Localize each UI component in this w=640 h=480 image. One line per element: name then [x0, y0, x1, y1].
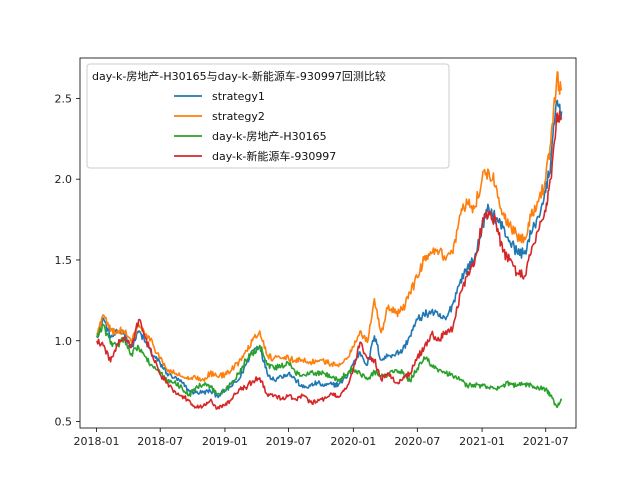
y-tick-label: 0.5: [55, 416, 73, 429]
x-tick-label: 2021-01: [459, 435, 505, 448]
x-tick-label: 2020-01: [330, 435, 376, 448]
x-tick-label: 2018-01: [74, 435, 120, 448]
series-line-1: [96, 99, 563, 399]
legend-label: strategy1: [212, 90, 265, 103]
legend-entries: strategy1 strategy2 day-k-房地产-H30165 day-k-…: [174, 90, 336, 163]
x-tick-label: 2018-07: [137, 435, 183, 448]
y-tick-label: 2.0: [55, 173, 73, 186]
legend-label: day-k-新能源车-930997: [212, 149, 336, 163]
x-axis: 2018-01 2018-07 2019-01 2019-07 2020-01 2020-…: [74, 428, 569, 448]
y-axis: 0.5 1.0 1.5 2.0 2.5: [55, 92, 80, 429]
plot-frame: [79, 57, 577, 429]
x-tick-label: 2020-07: [394, 435, 440, 448]
legend: day-k-房地产-H30165与day-k-新能源车-930997回测比较 s…: [86, 63, 450, 169]
series-line-4: [96, 110, 563, 410]
series-line-3: [96, 323, 563, 408]
series-lines: [96, 71, 563, 410]
legend-label: strategy2: [212, 110, 265, 123]
legend-label: day-k-房地产-H30165: [212, 129, 327, 143]
x-tick-label: 2019-01: [202, 435, 248, 448]
legend-title: day-k-房地产-H30165与day-k-新能源车-930997回测比较: [92, 69, 386, 83]
y-tick-label: 2.5: [55, 92, 73, 105]
y-tick-label: 1.5: [55, 254, 73, 267]
legend-box: [86, 63, 450, 169]
x-tick-label: 2021-07: [523, 435, 569, 448]
series-line-2: [96, 71, 563, 382]
x-tick-label: 2019-07: [266, 435, 312, 448]
y-tick-label: 1.0: [55, 335, 73, 348]
